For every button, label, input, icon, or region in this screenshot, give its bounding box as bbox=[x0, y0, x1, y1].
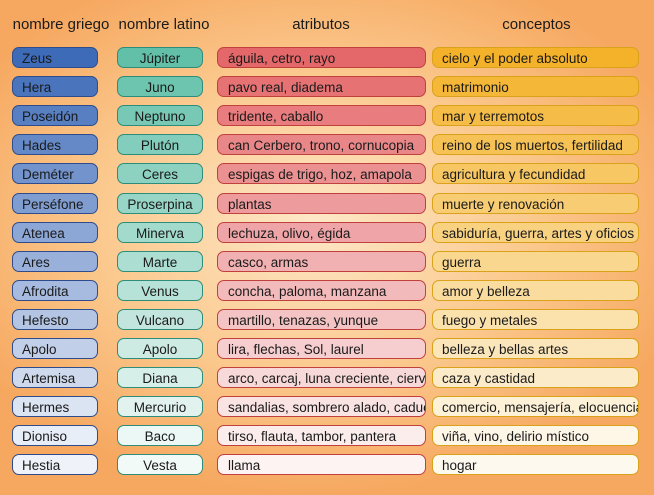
concepts-cell: viña, vino, delirio místico bbox=[432, 425, 639, 446]
table-row: Poseidón Neptuno tridente, caballo mar y te… bbox=[0, 105, 654, 128]
concepts-cell: reino de los muertos, fertilidad bbox=[432, 134, 639, 155]
attributes-cell: espigas de trigo, hoz, amapola bbox=[217, 163, 426, 184]
header-greek-name: nombre griego bbox=[12, 16, 110, 33]
concepts-cell: mar y terremotos bbox=[432, 105, 639, 126]
attributes-cell: casco, armas bbox=[217, 251, 426, 272]
greek-name-cell: Hermes bbox=[12, 396, 98, 417]
table-row: Atenea Minerva lechuza, olivo, égida sabidu… bbox=[0, 222, 654, 245]
greek-name-cell: Perséfone bbox=[12, 193, 98, 214]
latin-name-cell: Vesta bbox=[117, 454, 203, 475]
table-row: Deméter Ceres espigas de trigo, hoz, amapo… bbox=[0, 163, 654, 186]
attributes-cell: can Cerbero, trono, cornucopia bbox=[217, 134, 426, 155]
table-row: Hermes Mercurio sandalias, sombrero alado,… bbox=[0, 396, 654, 419]
latin-name-cell: Neptuno bbox=[117, 105, 203, 126]
attributes-cell: pavo real, diadema bbox=[217, 76, 426, 97]
table-row: Hefesto Vulcano martillo, tenazas, yunque f… bbox=[0, 309, 654, 332]
attributes-cell: tridente, caballo bbox=[217, 105, 426, 126]
table-row: Hera Juno pavo real, diadema matrimonio bbox=[0, 76, 654, 99]
latin-name-cell: Júpiter bbox=[117, 47, 203, 68]
greek-name-cell: Zeus bbox=[12, 47, 98, 68]
greek-name-cell: Apolo bbox=[12, 338, 98, 359]
latin-name-cell: Venus bbox=[117, 280, 203, 301]
table-row: Zeus Júpiter águila, cetro, rayo cielo y el… bbox=[0, 47, 654, 70]
attributes-cell: tirso, flauta, tambor, pantera bbox=[217, 425, 426, 446]
attributes-cell: sandalias, sombrero alado, caduceo bbox=[217, 396, 426, 417]
greek-name-cell: Deméter bbox=[12, 163, 98, 184]
concepts-cell: sabiduría, guerra, artes y oficios bbox=[432, 222, 639, 243]
attributes-cell: plantas bbox=[217, 193, 426, 214]
greek-name-cell: Afrodita bbox=[12, 280, 98, 301]
greek-name-cell: Hades bbox=[12, 134, 98, 155]
latin-name-cell: Plutón bbox=[117, 134, 203, 155]
attributes-cell: águila, cetro, rayo bbox=[217, 47, 426, 68]
latin-name-cell: Diana bbox=[117, 367, 203, 388]
concepts-cell: caza y castidad bbox=[432, 367, 639, 388]
attributes-cell: llama bbox=[217, 454, 426, 475]
table-row: Dioniso Baco tirso, flauta, tambor, panter… bbox=[0, 425, 654, 448]
attributes-cell: martillo, tenazas, yunque bbox=[217, 309, 426, 330]
latin-name-cell: Juno bbox=[117, 76, 203, 97]
header-attributes: atributos bbox=[292, 16, 350, 33]
latin-name-cell: Baco bbox=[117, 425, 203, 446]
concepts-cell: muerte y renovación bbox=[432, 193, 639, 214]
latin-name-cell: Mercurio bbox=[117, 396, 203, 417]
attributes-cell: lira, flechas, Sol, laurel bbox=[217, 338, 426, 359]
greek-name-cell: Ares bbox=[12, 251, 98, 272]
greek-name-cell: Poseidón bbox=[12, 105, 98, 126]
concepts-cell: amor y belleza bbox=[432, 280, 639, 301]
table-row: Apolo Apolo lira, flechas, Sol, laurel bell… bbox=[0, 338, 654, 361]
header-concepts: conceptos bbox=[502, 16, 571, 33]
table-row: Ares Marte casco, armas guerra bbox=[0, 251, 654, 274]
table-row: Hestia Vesta llama hogar bbox=[0, 454, 654, 477]
attributes-cell: concha, paloma, manzana bbox=[217, 280, 426, 301]
concepts-cell: belleza y bellas artes bbox=[432, 338, 639, 359]
latin-name-cell: Ceres bbox=[117, 163, 203, 184]
latin-name-cell: Minerva bbox=[117, 222, 203, 243]
attributes-cell: arco, carcaj, luna creciente, cierva bbox=[217, 367, 426, 388]
concepts-cell: fuego y metales bbox=[432, 309, 639, 330]
table-row: Perséfone Proserpina plantas muerte y renov… bbox=[0, 193, 654, 216]
greek-name-cell: Hera bbox=[12, 76, 98, 97]
table-header: nombre griego nombre latino atributos co… bbox=[0, 0, 654, 52]
concepts-cell: comercio, mensajería, elocuencia bbox=[432, 396, 639, 417]
greek-name-cell: Dioniso bbox=[12, 425, 98, 446]
latin-name-cell: Proserpina bbox=[117, 193, 203, 214]
concepts-cell: hogar bbox=[432, 454, 639, 475]
table-row: Afrodita Venus concha, paloma, manzana amor… bbox=[0, 280, 654, 303]
table-row: Artemisa Diana arco, carcaj, luna crecient… bbox=[0, 367, 654, 390]
concepts-cell: cielo y el poder absoluto bbox=[432, 47, 639, 68]
concepts-cell: matrimonio bbox=[432, 76, 639, 97]
table-row: Hades Plutón can Cerbero, trono, cornucopi… bbox=[0, 134, 654, 157]
header-latin-name: nombre latino bbox=[118, 16, 210, 33]
greek-name-cell: Hestia bbox=[12, 454, 98, 475]
concepts-cell: guerra bbox=[432, 251, 639, 272]
latin-name-cell: Apolo bbox=[117, 338, 203, 359]
greek-name-cell: Artemisa bbox=[12, 367, 98, 388]
latin-name-cell: Vulcano bbox=[117, 309, 203, 330]
greek-name-cell: Hefesto bbox=[12, 309, 98, 330]
attributes-cell: lechuza, olivo, égida bbox=[217, 222, 426, 243]
greek-name-cell: Atenea bbox=[12, 222, 98, 243]
latin-name-cell: Marte bbox=[117, 251, 203, 272]
concepts-cell: agricultura y fecundidad bbox=[432, 163, 639, 184]
